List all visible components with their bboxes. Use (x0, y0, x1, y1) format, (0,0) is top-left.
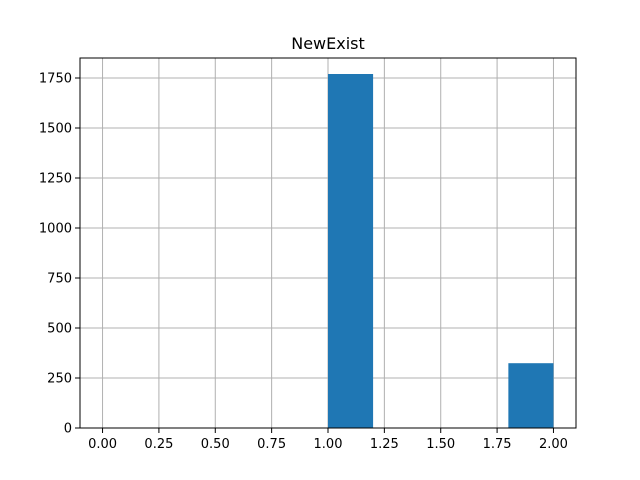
x-tick-label-4: 1.00 (314, 437, 343, 452)
y-tick-label-2: 500 (47, 322, 72, 337)
bars (328, 74, 554, 428)
bar-bin-5 (328, 74, 374, 428)
y-tick-label-0: 0 (64, 422, 72, 437)
x-tick-label-0: 0.00 (88, 437, 117, 452)
y-tick-label-7: 1750 (39, 72, 72, 87)
x-tick-label-1: 0.25 (144, 437, 173, 452)
x-tick-label-5: 1.25 (370, 437, 399, 452)
x-tick-label-3: 0.75 (257, 437, 286, 452)
x-tick-label-6: 1.50 (426, 437, 455, 452)
y-tick-label-3: 750 (47, 272, 72, 287)
x-tick-label-8: 2.00 (539, 437, 568, 452)
y-tick-label-1: 250 (47, 372, 72, 387)
y-tick-label-5: 1250 (39, 172, 72, 187)
plot-frame (79, 57, 577, 429)
axes: 0.00 0.25 0.50 0.75 1.00 1.25 1.50 1.75 2.00 0 250… (39, 72, 568, 453)
x-tick-label-7: 1.75 (483, 437, 512, 452)
chart-title: NewExist (291, 34, 365, 53)
x-tick-label-2: 0.50 (201, 437, 230, 452)
y-tick-label-4: 1000 (39, 222, 72, 237)
bar-bin-9 (508, 363, 554, 428)
y-tick-label-6: 1500 (39, 122, 72, 137)
